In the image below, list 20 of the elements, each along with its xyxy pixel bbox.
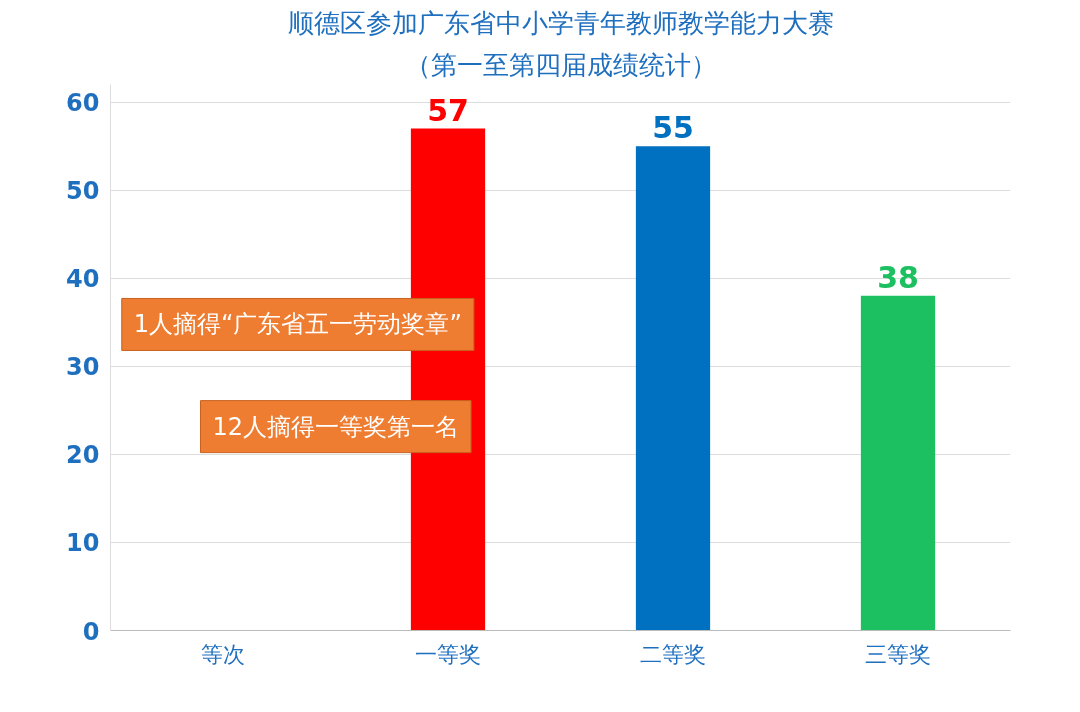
y-tick-label: 40 [66,265,100,294]
y-tick-label: 0 [82,617,100,646]
x-tick-label: 一等奖 [415,641,481,667]
y-tick-label: 10 [66,529,100,558]
y-tick-label: 20 [66,441,100,470]
x-tick-label: 等次 [201,641,245,667]
bar [635,146,711,631]
y-tick-label: 50 [66,177,100,206]
x-tick-label: 三等奖 [865,641,931,667]
chart-subtitle: （第一至第四届成绩统计） [404,49,717,80]
chart-title: 顺德区参加广东省中小学青年教师教学能力大赛 [287,7,834,38]
annotation: 12人摘得一等奖第一名 [212,412,460,441]
y-tick-label: 30 [66,353,100,382]
data-label: 57 [427,92,469,128]
y-tick-label: 60 [66,89,100,118]
data-label: 38 [877,259,919,295]
annotation: 1人摘得“广东省五一劳动奖章” [133,310,462,339]
data-label: 55 [652,110,694,146]
bar [860,295,936,631]
x-tick-label: 二等奖 [640,641,706,667]
